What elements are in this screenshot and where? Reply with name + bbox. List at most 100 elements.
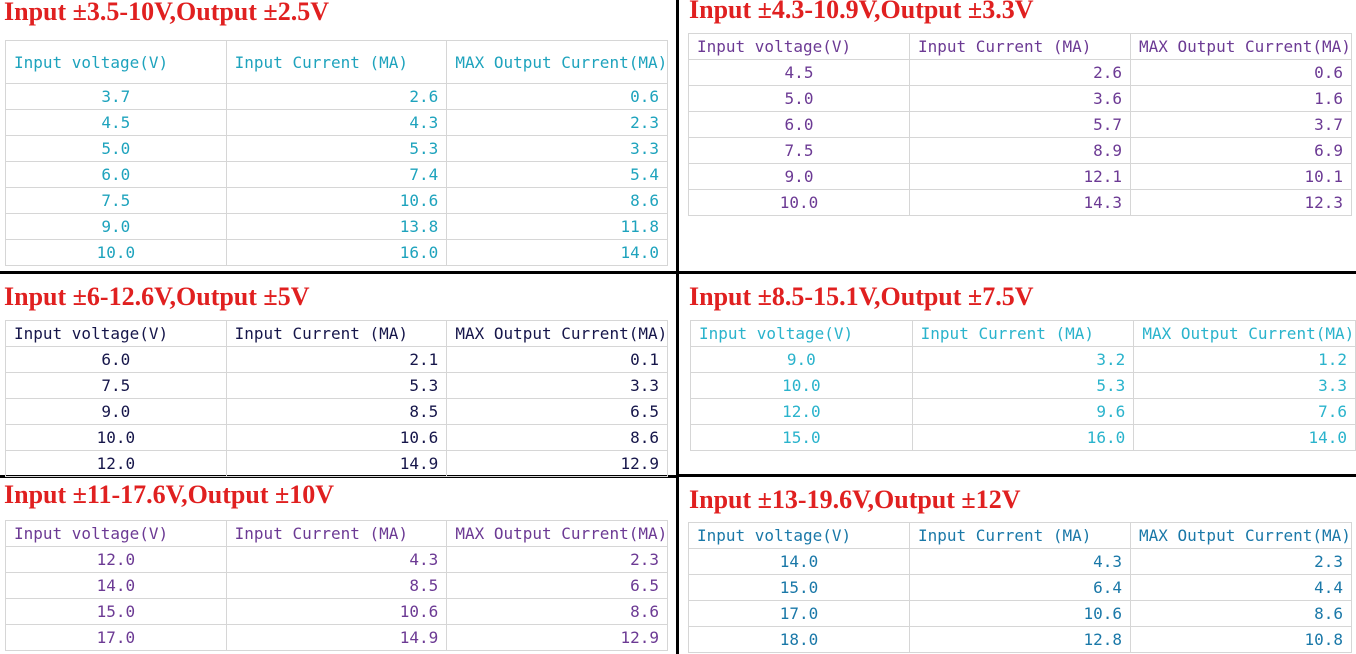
header-row: Input voltage(V) Input Current (MA) MAX Ou… [690,320,1356,347]
cell: 14.3 [909,189,1131,216]
cell: 11.8 [446,213,668,240]
cell: 2.6 [225,83,448,110]
header-row: Input voltage(V) Input Current (MA) MAX Ou… [5,40,668,84]
header-cell: MAX Output Current(MA) [1133,320,1356,347]
cell: 14.9 [225,624,448,651]
data-table: Input voltage(V) Input Current (MA) MAX Ou… [5,320,668,477]
cell: 3.3 [446,372,668,399]
cell: 6.5 [446,572,668,599]
cell: 4.4 [1130,574,1352,601]
header-row: Input voltage(V) Input Current (MA) MAX Ou… [5,520,668,547]
cell: 10.0 [688,189,910,216]
data-row: 10.0 16.0 14.0 [5,239,668,266]
header-row: Input voltage(V) Input Current (MA) MAX Ou… [688,522,1352,549]
cell: 8.6 [446,598,668,625]
data-table: Input voltage(V) Input Current (MA) MAX Ou… [688,522,1352,653]
cell: 5.4 [446,161,668,188]
cell: 12.3 [1130,189,1352,216]
header-cell: Input Current (MA) [911,320,1135,347]
panel-title: Input ±4.3-10.9V,Output ±3.3V [689,0,1034,24]
header-row: Input voltage(V) Input Current (MA) MAX Ou… [688,33,1352,60]
cell: 10.0 [690,372,913,399]
cell: 6.0 [688,111,910,138]
data-row: 9.0 12.1 10.1 [688,163,1352,190]
data-row: 5.0 3.6 1.6 [688,85,1352,112]
data-row: 18.0 12.8 10.8 [688,626,1352,653]
cell: 8.6 [1130,600,1352,627]
data-row: 12.0 4.3 2.3 [5,546,668,573]
cell: 8.5 [225,572,448,599]
panel-title: Input ±13-19.6V,Output ±12V [689,485,1021,514]
cell: 8.6 [446,424,668,451]
cell: 14.0 [446,239,668,266]
cell: 3.3 [446,135,668,162]
cell: 4.5 [688,59,910,86]
cell: 2.1 [225,346,448,373]
cell: 7.5 [5,187,227,214]
data-row: 14.0 4.3 2.3 [688,548,1352,575]
data-row: 17.0 14.9 12.9 [5,624,668,651]
header-cell: Input voltage(V) [690,320,913,347]
data-row: 9.0 13.8 11.8 [5,213,668,240]
cell: 6.0 [5,346,227,373]
cell: 12.9 [446,450,668,477]
data-row: 17.0 10.6 8.6 [688,600,1352,627]
panel-title: Input ±6-12.6V,Output ±5V [4,282,310,311]
header-cell: MAX Output Current(MA) [1130,522,1352,549]
cell: 10.8 [1130,626,1352,653]
data-table: Input voltage(V) Input Current (MA) MAX Ou… [5,520,668,651]
data-row: 9.0 8.5 6.5 [5,398,668,425]
cell: 13.8 [225,213,448,240]
cell: 9.0 [5,213,227,240]
data-row: 10.0 10.6 8.6 [5,424,668,451]
cell: 10.1 [1130,163,1352,190]
header-cell: MAX Output Current(MA) [446,40,668,84]
cell: 8.9 [909,137,1131,164]
divider [678,474,1356,477]
cell: 1.2 [1133,346,1356,373]
divider [676,0,679,654]
data-row: 3.7 2.6 0.6 [5,83,668,110]
cell: 10.6 [225,598,448,625]
header-cell: MAX Output Current(MA) [446,520,668,547]
cell: 9.0 [690,346,913,373]
cell: 2.3 [446,546,668,573]
data-table: Input voltage(V) Input Current (MA) MAX Ou… [688,33,1352,216]
cell: 7.5 [688,137,910,164]
cell: 14.0 [688,548,910,575]
header-cell: Input Current (MA) [225,40,448,84]
cell: 5.7 [909,111,1131,138]
data-table: Input voltage(V) Input Current (MA) MAX Ou… [5,40,668,266]
cell: 0.6 [446,83,668,110]
cell: 9.0 [5,398,227,425]
cell: 12.1 [909,163,1131,190]
cell: 5.3 [225,135,448,162]
cell: 10.6 [225,187,448,214]
header-cell: Input voltage(V) [5,520,227,547]
cell: 1.6 [1130,85,1352,112]
cell: 12.8 [909,626,1131,653]
cell: 5.3 [225,372,448,399]
cell: 15.0 [5,598,227,625]
data-row: 15.0 10.6 8.6 [5,598,668,625]
cell: 8.5 [225,398,448,425]
data-row: 4.5 4.3 2.3 [5,109,668,136]
cell: 14.0 [1133,424,1356,451]
panel-title: Input ±3.5-10V,Output ±2.5V [4,0,329,26]
cell: 4.5 [5,109,227,136]
header-cell: Input voltage(V) [5,320,227,347]
data-row: 6.0 5.7 3.7 [688,111,1352,138]
panel-title: Input ±8.5-15.1V,Output ±7.5V [689,282,1034,311]
cell: 2.6 [909,59,1131,86]
divider [0,271,1356,274]
cell: 10.6 [909,600,1131,627]
cell: 8.6 [446,187,668,214]
cell: 15.0 [690,424,913,451]
cell: 2.3 [446,109,668,136]
cell: 3.2 [911,346,1135,373]
data-row: 7.5 10.6 8.6 [5,187,668,214]
data-row: 6.0 2.1 0.1 [5,346,668,373]
data-row: 14.0 8.5 6.5 [5,572,668,599]
header-row: Input voltage(V) Input Current (MA) MAX Ou… [5,320,668,347]
